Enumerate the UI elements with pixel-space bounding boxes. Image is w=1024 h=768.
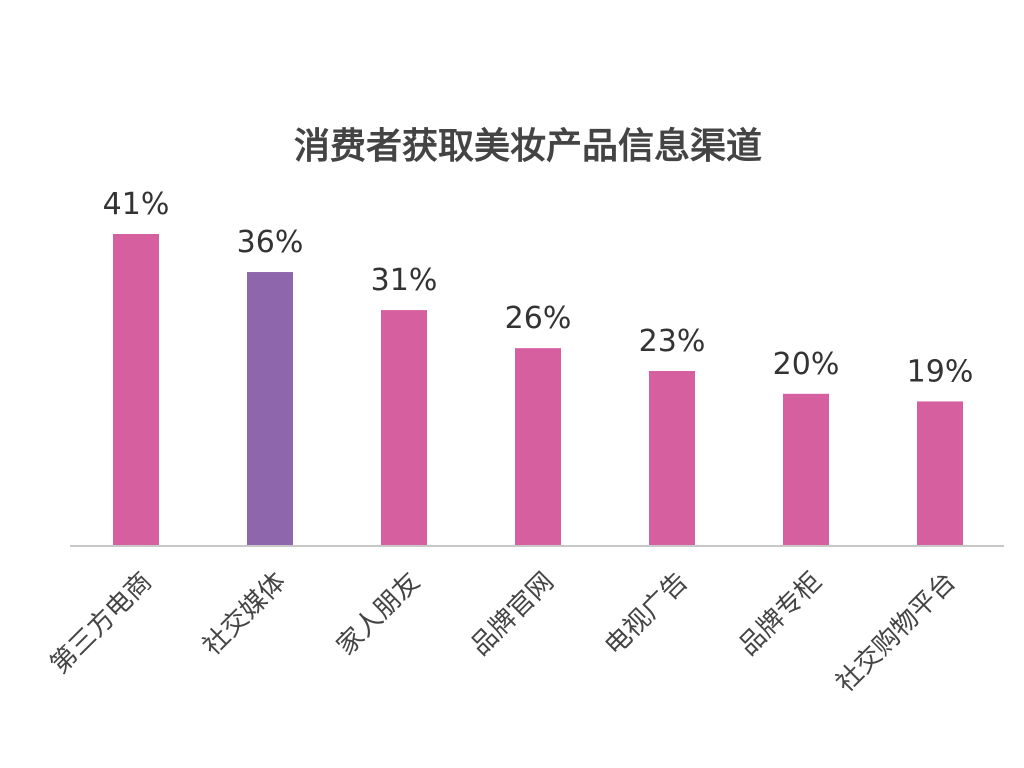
chart-title: 消费者获取美妆产品信息渠道 bbox=[294, 126, 762, 167]
category-label-1: 第三方电商 bbox=[45, 567, 158, 680]
value-label-5: 23% bbox=[639, 324, 706, 359]
bar-4 bbox=[515, 348, 561, 546]
value-label-3: 31% bbox=[371, 263, 438, 298]
category-label-5: 电视广告 bbox=[599, 567, 694, 662]
bar-6 bbox=[783, 393, 829, 546]
value-label-2: 36% bbox=[237, 225, 304, 260]
category-labels-group: 第三方电商 社交媒体 家人朋友 品牌官网 电视广告 品牌专柜 社交购物平台 bbox=[45, 567, 962, 699]
bar-3 bbox=[381, 310, 427, 546]
value-labels-group: 41% 36% 31% 26% 23% 20% 19% bbox=[103, 187, 974, 389]
category-label-3: 家人朋友 bbox=[331, 567, 426, 662]
category-label-2: 社交媒体 bbox=[197, 567, 292, 662]
bars-group bbox=[113, 234, 963, 546]
bar-7 bbox=[917, 401, 963, 546]
category-label-7: 社交购物平台 bbox=[830, 567, 962, 699]
category-label-4: 品牌官网 bbox=[465, 567, 560, 662]
value-label-4: 26% bbox=[505, 301, 572, 336]
value-label-6: 20% bbox=[773, 347, 840, 382]
bar-1 bbox=[113, 234, 159, 546]
category-label-6: 品牌专柜 bbox=[733, 567, 828, 662]
value-label-7: 19% bbox=[907, 354, 974, 389]
bar-5 bbox=[649, 370, 695, 546]
bar-2 bbox=[247, 272, 293, 546]
value-label-1: 41% bbox=[103, 187, 170, 222]
